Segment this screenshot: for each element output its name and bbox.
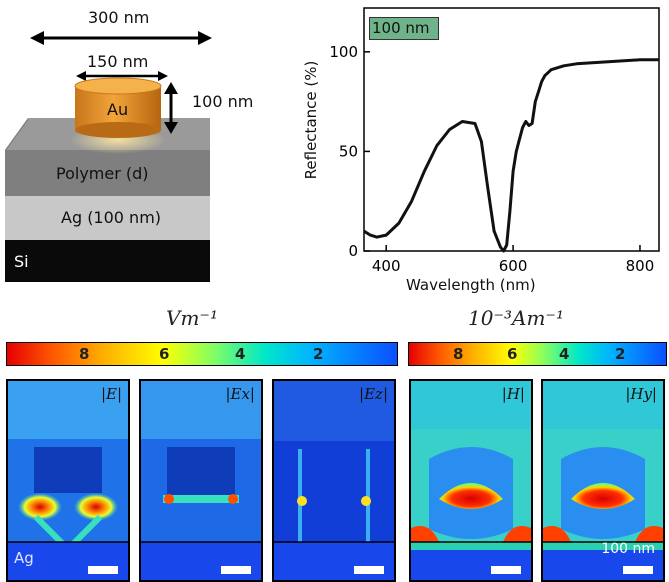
height-label: 100 nm bbox=[192, 92, 254, 111]
structure-schematic: 300 nm 150 nm Au 100 nm Polymer (d) Ag (… bbox=[0, 0, 290, 300]
schematic-drawing bbox=[5, 31, 212, 282]
substrate-label: Si bbox=[14, 252, 29, 271]
silver-layer bbox=[5, 196, 210, 240]
field-map-h-magnitude: |H| bbox=[409, 379, 533, 582]
panel-1-label: |E| bbox=[100, 385, 122, 403]
polymer-label: Polymer (d) bbox=[56, 164, 149, 183]
y-axis-label: Reflectance (%) bbox=[302, 60, 320, 180]
width-label: 300 nm bbox=[88, 8, 150, 27]
e-colorbar-tick-3: 4 bbox=[235, 345, 246, 363]
e-field-colorbar: 8 6 4 2 bbox=[6, 342, 398, 366]
h-colorbar-tick-3: 4 bbox=[559, 345, 570, 363]
scale-bar-1 bbox=[88, 566, 118, 574]
field-map-ez: |Ez| bbox=[272, 379, 396, 582]
scale-bar-3 bbox=[354, 566, 384, 574]
scale-bar-5 bbox=[623, 566, 653, 574]
disk-label: Au bbox=[107, 100, 129, 119]
x-tick-label-2: 800 bbox=[626, 257, 655, 275]
panel-3-label: |Ez| bbox=[359, 385, 388, 403]
scale-bar-2 bbox=[221, 566, 251, 574]
y-tick-label-0: 0 bbox=[348, 242, 358, 260]
inset-label: 100 nm bbox=[372, 19, 430, 37]
e-colorbar-tick-1: 8 bbox=[79, 345, 90, 363]
silicon-substrate bbox=[5, 240, 210, 282]
ag-label: Ag bbox=[14, 549, 34, 567]
y-tick-label-2: 100 bbox=[329, 43, 358, 61]
field-map-ex: |Ex| bbox=[139, 379, 263, 582]
silver-label: Ag (100 nm) bbox=[61, 208, 162, 227]
reflectance-chart: 400 600 800 0 50 100 100 nm Wavelength (nm) R… bbox=[300, 0, 669, 300]
reflectance-series-line bbox=[363, 58, 659, 253]
panel-4-label: |H| bbox=[501, 385, 525, 403]
polymer-layer bbox=[5, 150, 210, 196]
h-field-colorbar: 8 6 4 2 bbox=[408, 342, 667, 366]
diameter-arrow bbox=[76, 71, 168, 81]
panel-2-label: |Ex| bbox=[225, 385, 255, 403]
field-map-hy: |Hy| 100 nm bbox=[541, 379, 665, 582]
h-colorbar-tick-1: 8 bbox=[453, 345, 464, 363]
width-arrow bbox=[30, 31, 212, 45]
e-colorbar-tick-2: 6 bbox=[159, 345, 170, 363]
field-map-e-magnitude: Ag |E| bbox=[6, 379, 130, 582]
e-colorbar-tick-4: 2 bbox=[313, 345, 324, 363]
panel-5-label: |Hy| bbox=[625, 385, 657, 403]
chart-plot: 400 600 800 0 50 100 bbox=[329, 7, 660, 275]
scale-bar-4 bbox=[491, 566, 521, 574]
scale-bar-label: 100 nm bbox=[601, 541, 655, 557]
y-tick-label-1: 50 bbox=[339, 142, 358, 160]
x-axis-label: Wavelength (nm) bbox=[406, 276, 536, 294]
e-colorbar-unit: Vm⁻¹ bbox=[166, 306, 218, 330]
diameter-label: 150 nm bbox=[87, 52, 149, 71]
h-colorbar-unit: 10⁻³Am⁻¹ bbox=[468, 306, 565, 330]
h-colorbar-tick-4: 2 bbox=[615, 345, 626, 363]
height-arrow bbox=[164, 82, 178, 134]
plot-frame bbox=[363, 7, 660, 252]
gold-disk bbox=[74, 77, 162, 138]
inset-label-box: 100 nm bbox=[369, 17, 439, 40]
x-tick-label-0: 400 bbox=[372, 257, 401, 275]
x-tick-label-1: 600 bbox=[499, 257, 528, 275]
h-colorbar-tick-2: 6 bbox=[507, 345, 518, 363]
